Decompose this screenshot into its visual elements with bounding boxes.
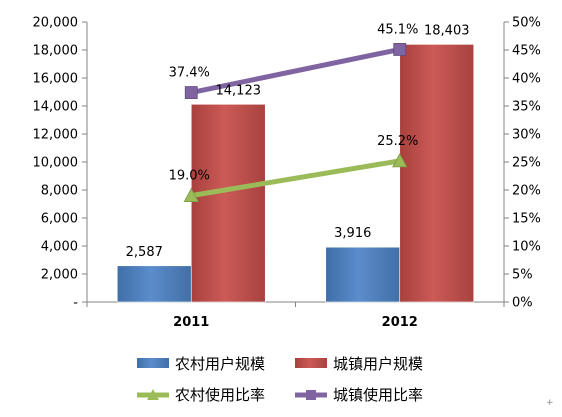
line-data-label: 37.4% (169, 66, 210, 81)
axes-layer: - 2,000 4,000 6,000 8,000 10,000 12,000 14,000 1… (33, 16, 541, 331)
legend-item-农村用户规模: 农村用户规模 (137, 355, 265, 373)
legend-item-农村使用比率: 农村使用比率 (137, 386, 265, 404)
lines-layer (183, 43, 408, 202)
legend-item-城镇用户规模: 城镇用户规模 (295, 355, 423, 373)
y-left-tick-label: 8,000 (41, 184, 78, 199)
y-right-tick-label: 20% (512, 184, 541, 199)
data-labels-layer: 2,587 3,916 14,123 18,403 19.0% 25.2% 37.4% 45.… (126, 22, 470, 259)
point-农村使用比率-2011 (183, 187, 199, 202)
legend-item-城镇使用比率: 城镇使用比率 (295, 386, 423, 404)
bar-农村用户规模-2012 (325, 246, 401, 303)
bars-layer (116, 44, 475, 303)
y-right-tick-label: 15% (512, 212, 541, 227)
point-农村使用比率-2012 (392, 153, 408, 168)
y-right-tick-label: 25% (512, 156, 541, 171)
y-right-tick-label: 0% (512, 296, 533, 311)
y-left-tick-label: 16,000 (33, 72, 79, 87)
line-城镇使用比率 (188, 46, 403, 96)
legend-label: 城镇用户规模 (333, 355, 423, 373)
y-right-tick-label: 50% (512, 16, 541, 31)
legend-marker (306, 390, 316, 400)
y-left-tick-label: - (73, 296, 78, 311)
y-left-tick-label: 18,000 (33, 44, 79, 59)
line-data-label: 45.1% (377, 22, 418, 37)
y-left-tick-label: 14,000 (33, 100, 79, 115)
legend-marker (147, 389, 159, 400)
y-right-tick-label: 35% (512, 100, 541, 115)
y-left-tick-label: 12,000 (33, 128, 79, 143)
legend-label: 农村用户规模 (175, 355, 265, 373)
y-left-tick-label: 20,000 (33, 16, 79, 31)
point-城镇使用比率-2012 (393, 43, 407, 56)
bar-data-label: 3,916 (334, 226, 371, 241)
bar-data-label: 2,587 (126, 245, 163, 260)
y-left-tick-label: 10,000 (33, 156, 79, 171)
corner-mark: + (546, 398, 554, 408)
legend-label: 农村使用比率 (175, 386, 265, 404)
y-right-tick-label: 45% (512, 44, 541, 59)
y-left-tick-label: 6,000 (41, 212, 78, 227)
y-right-tick-label: 30% (512, 128, 541, 143)
line-data-label: 19.0% (169, 169, 210, 184)
legend-label: 城镇使用比率 (333, 386, 423, 404)
legend-swatch (137, 358, 169, 368)
y-right-tick-label: 5% (512, 268, 533, 283)
bar-data-label: 18,403 (424, 23, 470, 38)
y-left-tick-label: 4,000 (41, 240, 78, 255)
line-data-label: 25.2% (377, 134, 418, 149)
point-城镇使用比率-2011 (184, 86, 198, 99)
bar-城镇用户规模-2011 (190, 103, 266, 303)
y-left-tick-label: 2,000 (41, 268, 78, 283)
line-农村使用比率 (188, 158, 403, 199)
legend-swatch (295, 358, 327, 368)
x-tick-label: 2011 (173, 315, 209, 330)
x-tick-label: 2012 (382, 315, 418, 330)
bar-农村用户规模-2011 (116, 265, 192, 303)
y-right-tick-label: 10% (512, 240, 541, 255)
bar-城镇用户规模-2012 (399, 44, 475, 303)
y-right-tick-label: 40% (512, 72, 541, 87)
bar-data-label: 14,123 (216, 83, 262, 98)
